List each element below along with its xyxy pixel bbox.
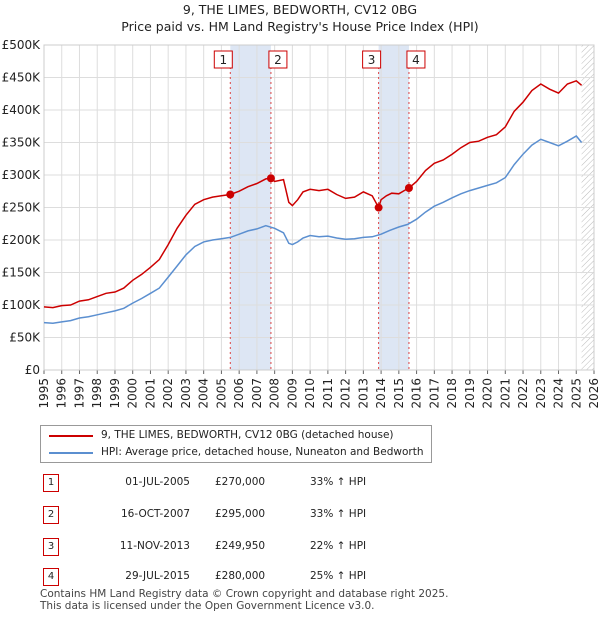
table-row: 2 16-OCT-2007 £295,000 33% ↑ HPI (40, 506, 460, 524)
y-tick-label: £500K (2, 38, 42, 52)
y-tick-label: £200K (2, 233, 42, 247)
sale-label-3: 3 (368, 53, 376, 67)
y-tick-label: £400K (2, 103, 42, 117)
footer-line-2: This data is licensed under the Open Gov… (40, 600, 375, 612)
x-tick-label: 2023 (534, 378, 548, 409)
legend-line-blue (49, 452, 93, 454)
price-chart: 9, THE LIMES, BEDWORTH, CV12 0BG Price p… (2, 2, 600, 409)
sale-price: £295,000 (215, 508, 266, 520)
x-tick-label: 2024 (552, 378, 566, 409)
sale-label-box-4 (406, 50, 426, 69)
x-tick-label: 2010 (303, 378, 317, 409)
y-tick-label: £450K (2, 71, 42, 85)
sale-marker-box: 3 (43, 538, 59, 556)
x-tick-label: 1999 (108, 378, 122, 409)
legend: 9, THE LIMES, BEDWORTH, CV12 0BG (detach… (40, 425, 432, 463)
x-tick-label: 2002 (161, 378, 175, 409)
x-tick-label: 2018 (445, 378, 459, 409)
x-tick-label: 2016 (410, 378, 424, 409)
y-tick-label: £350K (2, 136, 42, 150)
x-tick-label: 2011 (321, 378, 335, 409)
x-tick-label: 2015 (392, 378, 406, 409)
x-tick-label: 2003 (179, 378, 193, 409)
x-tick-label: 1998 (90, 378, 104, 409)
sale-label-2: 2 (274, 53, 282, 67)
x-tick-label: 2009 (285, 378, 299, 409)
sale-label-box-1 (213, 50, 233, 69)
x-tick-label: 2014 (374, 378, 388, 409)
x-tick-label: 2000 (126, 378, 140, 409)
sale-label-box-2 (268, 50, 288, 69)
property-price-line (43, 79, 583, 309)
sale-date: 01-JUL-2005 (125, 476, 190, 488)
x-tick-label: 1997 (72, 378, 86, 409)
legend-item-hpi: HPI: Average price, detached house, Nune… (41, 445, 431, 461)
x-tick-label: 1996 (55, 378, 69, 409)
x-tick-label: 2013 (356, 378, 370, 409)
footer-copyright: Contains HM Land Registry data © Crown c… (40, 588, 448, 612)
sale-label-4: 4 (412, 53, 420, 67)
legend-label-property: 9, THE LIMES, BEDWORTH, CV12 0BG (detach… (101, 429, 394, 441)
table-row: 3 11-NOV-2013 £249,950 22% ↑ HPI (40, 538, 460, 556)
sale-hpi-change: 25% ↑ HPI (310, 570, 367, 582)
x-tick-label: 2021 (498, 378, 512, 409)
sale-price: £280,000 (215, 570, 266, 582)
plot-area: £0 £50K £100K £150K £200K £250K £300K £350K £400… (2, 38, 600, 409)
y-tick-label: £300K (2, 168, 42, 182)
sale-hpi-change: 22% ↑ HPI (310, 540, 367, 552)
sale-point-2 (266, 174, 275, 183)
table-row: 4 29-JUL-2015 £280,000 25% ↑ HPI (40, 568, 460, 586)
y-tick-label: £150K (2, 266, 42, 280)
sale-hpi-change: 33% ↑ HPI (310, 508, 367, 520)
x-tick-label: 2025 (569, 378, 583, 409)
sale-point-1 (226, 190, 235, 199)
sale-date: 29-JUL-2015 (125, 570, 190, 582)
sale-label-1: 1 (219, 53, 227, 67)
x-tick-label: 2020 (481, 378, 495, 409)
table-row: 1 01-JUL-2005 £270,000 33% ↑ HPI (40, 474, 460, 492)
x-tick-label: 2001 (143, 378, 157, 409)
x-tick-label: 1995 (37, 378, 51, 409)
legend-label-hpi: HPI: Average price, detached house, Nune… (101, 446, 424, 458)
sale-marker-box: 4 (43, 568, 59, 586)
sale-marker-box: 1 (43, 474, 59, 492)
sale-date: 11-NOV-2013 (119, 540, 190, 552)
x-tick-label: 2008 (268, 378, 282, 409)
sale-hpi-change: 33% ↑ HPI (310, 476, 367, 488)
x-tick-label: 2007 (250, 378, 264, 409)
hpi-line (43, 135, 583, 324)
x-tick-label: 2019 (463, 378, 477, 409)
footer-line-1: Contains HM Land Registry data © Crown c… (40, 588, 449, 600)
x-tick-label: 2004 (197, 378, 211, 409)
y-tick-label: £100K (2, 298, 42, 312)
chart-subtitle: Price paid vs. HM Land Registry's House … (121, 19, 478, 34)
sale-price: £270,000 (215, 476, 266, 488)
x-tick-label: 2017 (427, 378, 441, 409)
sale-label-box-3 (362, 50, 382, 69)
legend-item-property: 9, THE LIMES, BEDWORTH, CV12 0BG (detach… (41, 428, 431, 444)
sale-date: 16-OCT-2007 (121, 508, 190, 520)
y-tick-label: £250K (2, 201, 42, 215)
sale-price: £249,950 (215, 540, 266, 552)
x-tick-label: 2012 (339, 378, 353, 409)
chart-title: 9, THE LIMES, BEDWORTH, CV12 0BG (183, 2, 417, 17)
y-tick-label: £50K (9, 331, 41, 345)
sale-point-4 (404, 184, 413, 192)
plot-frame (43, 44, 595, 371)
sale-marker-box: 2 (43, 506, 59, 524)
x-tick-label: 2006 (232, 378, 246, 409)
y-tick-label: £0 (25, 363, 40, 377)
legend-line-red (49, 435, 93, 437)
x-tick-label: 2026 (587, 378, 600, 409)
sale-point-3 (374, 203, 383, 212)
x-tick-label: 2022 (516, 378, 530, 409)
x-tick-label: 2005 (214, 378, 228, 409)
